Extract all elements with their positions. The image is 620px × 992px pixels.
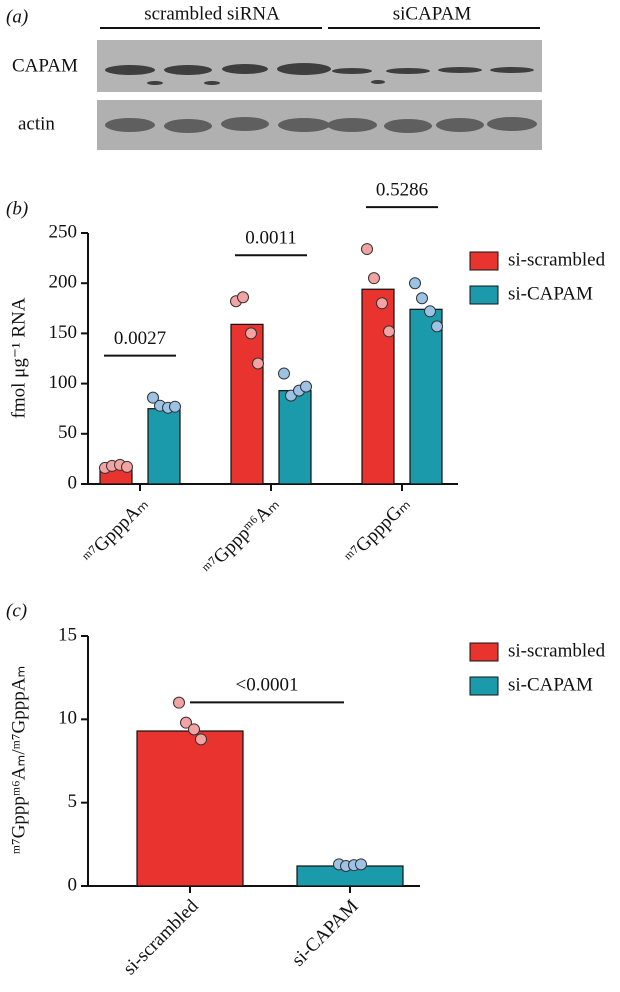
- panel-label: (a): [6, 6, 28, 27]
- legend-swatch: [469, 676, 499, 696]
- y-axis-label: ᵐ⁷Gpppᵐ⁶Aₘ/ᵐ⁷GpppAₘ: [8, 666, 29, 855]
- data-point: [368, 272, 380, 285]
- x-tick-label: ᵐ⁷Gpppᵐ⁶Aₘ: [198, 494, 283, 579]
- p-value: 0.0011: [245, 228, 297, 249]
- p-value: <0.0001: [236, 675, 299, 696]
- y-tick-label: 5: [68, 791, 78, 812]
- data-point: [376, 297, 388, 310]
- y-axis-label: fmol μg⁻¹ RNA: [8, 297, 29, 418]
- data-point: [121, 460, 133, 473]
- data-point: [383, 325, 395, 338]
- data-point: [416, 292, 428, 305]
- y-tick-label: 10: [58, 708, 77, 729]
- y-tick-label: 50: [58, 422, 77, 443]
- y-tick-label: 100: [49, 372, 78, 393]
- data-point: [237, 291, 249, 304]
- legend-label: si-CAPAM: [508, 283, 593, 304]
- y-tick-label: 15: [58, 624, 77, 645]
- data-point: [188, 723, 200, 736]
- bar: [409, 308, 443, 485]
- legend-label: si-scrambled: [508, 640, 606, 661]
- blot: [97, 40, 542, 150]
- x-tick-label: ᵐ⁷GpppGₘ: [341, 494, 415, 568]
- legend-label: si-scrambled: [508, 249, 606, 270]
- bar: [278, 390, 312, 485]
- data-point: [278, 367, 290, 380]
- data-point: [431, 320, 443, 333]
- data-point: [355, 858, 367, 871]
- data-point: [300, 380, 312, 393]
- legend-label: si-CAPAM: [508, 674, 593, 695]
- data-point: [173, 696, 185, 709]
- data-point: [195, 733, 207, 746]
- x-tick-label: si-CAPAM: [288, 896, 363, 971]
- data-point: [169, 400, 181, 413]
- row-label: CAPAM: [12, 55, 78, 76]
- bar: [147, 408, 181, 485]
- legend-swatch: [469, 251, 499, 271]
- bar: [136, 730, 244, 887]
- data-point: [361, 243, 373, 256]
- data-point: [180, 716, 192, 729]
- data-point: [245, 327, 257, 340]
- data-point: [409, 277, 421, 290]
- y-tick-label: 0: [68, 472, 78, 493]
- row-label: actin: [18, 113, 55, 134]
- p-value: 0.0027: [114, 328, 166, 349]
- y-tick-label: 150: [49, 322, 78, 343]
- y-tick-label: 250: [49, 221, 78, 242]
- data-point: [252, 357, 264, 370]
- group-label: siCAPAM: [393, 3, 472, 24]
- data-point: [424, 305, 436, 318]
- bar: [361, 288, 395, 485]
- panel-label: (b): [6, 198, 28, 219]
- x-tick-label: ᵐ⁷GpppAₘ: [79, 494, 153, 568]
- y-tick-label: 200: [49, 272, 78, 293]
- group-label: scrambled siRNA: [144, 3, 280, 24]
- panel-label: (c): [6, 600, 27, 621]
- y-tick-label: 0: [68, 874, 78, 895]
- legend-swatch: [469, 642, 499, 662]
- x-tick-label: si-scrambled: [119, 895, 203, 979]
- bar: [230, 323, 264, 485]
- p-value: 0.5286: [376, 179, 428, 200]
- legend-swatch: [469, 285, 499, 305]
- data-point: [147, 391, 159, 404]
